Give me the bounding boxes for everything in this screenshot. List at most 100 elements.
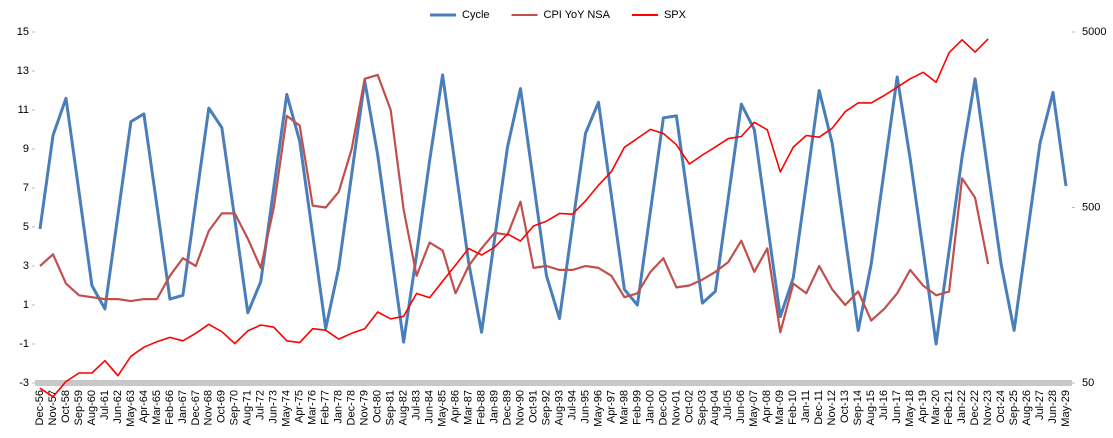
x-tick-label: Sep-25 (1008, 390, 1020, 425)
x-tick-label: Jul-05 (722, 390, 734, 420)
y-tick-label: 5 (23, 221, 29, 233)
x-tick-label: Mar-09 (774, 390, 786, 425)
x-tick-label: Mar-20 (930, 390, 942, 425)
x-tick-label: Feb-21 (943, 390, 955, 425)
x-tick-label: Jan-22 (956, 390, 968, 424)
x-tick-label: Feb-10 (787, 390, 799, 425)
x-tick-label: Jul-72 (255, 390, 267, 420)
series-line (38, 73, 1068, 346)
x-tick-label: Jan-67 (177, 390, 189, 424)
x-tick-label: Mar-76 (307, 390, 319, 425)
x-tick-label: Dec-22 (969, 390, 981, 425)
x-tick-label: Mar-87 (462, 390, 474, 425)
x-tick-label: Oct-80 (372, 390, 384, 423)
x-tick-label: Feb-77 (320, 390, 332, 425)
x-tick-label: Jul-83 (411, 390, 423, 420)
x-tick-label: Aug-71 (242, 390, 254, 425)
x-tick-label: Jan-78 (333, 390, 345, 424)
x-tick-label: May-07 (748, 390, 760, 427)
y-tick-label: -3 (19, 377, 29, 389)
x-tick-label: Apr-19 (917, 390, 929, 423)
legend-label: CPI YoY NSA (544, 9, 611, 21)
y-tick-label: 7 (23, 182, 29, 194)
x-tick-label: Mar-98 (618, 390, 630, 425)
x-tick-label: Jul-27 (1034, 390, 1046, 420)
y-tick-label: -1 (19, 338, 29, 350)
x-tick-label: May-63 (125, 390, 137, 427)
x-tick-label: May-18 (904, 390, 916, 427)
x-tick-label: Apr-97 (605, 390, 617, 423)
x-tick-label: Oct-69 (216, 390, 228, 423)
x-tick-label: Jan-00 (644, 390, 656, 424)
x-tick-label: Dec-00 (657, 390, 669, 425)
x-tick-label: Nov-12 (826, 390, 838, 425)
x-tick-label: Dec-56 (34, 390, 46, 425)
x-tick-label: Jun-62 (112, 390, 124, 424)
x-tick-label: Dec-78 (346, 390, 358, 425)
x-tick-label: Feb-66 (164, 390, 176, 425)
x-tick-label: Jul-94 (566, 390, 578, 420)
x-tick-label: Jun-84 (424, 390, 436, 424)
x-tick-label: Jan-89 (488, 390, 500, 424)
x-tick-label: Feb-88 (475, 390, 487, 425)
y-tick-label: 11 (18, 104, 29, 116)
series-line (39, 73, 990, 334)
x-tick-label: Oct-13 (839, 390, 851, 423)
x-tick-label: Sep-14 (852, 390, 864, 425)
x-tick-label: Nov-90 (514, 390, 526, 425)
y2-tick-label: 500 (1082, 201, 1100, 213)
x-tick-label: Sep-70 (229, 390, 241, 425)
x-tick-label: Sep-92 (540, 390, 552, 425)
x-tick-label: Mar-65 (151, 390, 163, 425)
x-tick-label: May-74 (281, 390, 293, 427)
x-tick-label: Dec-67 (190, 390, 202, 425)
x-tick-label: Apr-08 (761, 390, 773, 423)
x-tick-label: May-85 (437, 390, 449, 427)
x-tick-label: Oct-24 (995, 390, 1007, 423)
y2-tick-label: 50 (1082, 377, 1094, 389)
x-tick-label: Apr-75 (294, 390, 306, 423)
x-tick-label: Aug-15 (865, 390, 877, 425)
y-tick-label: 9 (23, 143, 29, 155)
x-tick-label: Apr-86 (450, 390, 462, 423)
y-tick-label: 15 (17, 26, 29, 38)
x-tick-label: Sep-81 (385, 390, 397, 425)
y2-tick-label: 5000 (1082, 26, 1106, 38)
x-tick-label: Jan-11 (800, 390, 812, 423)
x-tick-label: Nov-57 (47, 390, 59, 425)
x-tick-label: May-96 (592, 390, 604, 427)
x-tick-label: Jun-17 (891, 390, 903, 424)
y-tick-label: 3 (23, 260, 29, 272)
y-tick-label: 1 (23, 299, 29, 311)
x-tick-label: Jun-95 (579, 390, 591, 424)
legend-label: SPX (664, 9, 687, 21)
x-tick-label: Oct-02 (683, 390, 695, 423)
x-tick-label: May-29 (1060, 390, 1072, 427)
x-tick-label: Dec-11 (813, 390, 825, 425)
x-tick-label: Aug-93 (553, 390, 565, 425)
series-line (39, 38, 989, 398)
x-tick-label: Nov-23 (982, 390, 994, 425)
x-tick-label: Aug-04 (709, 390, 721, 425)
x-tick-label: Nov-01 (670, 390, 682, 425)
x-tick-label: Nov-68 (203, 390, 215, 425)
x-tick-label: Sep-59 (73, 390, 85, 425)
x-tick-label: Nov-79 (359, 390, 371, 425)
x-tick-label: Aug-60 (86, 390, 98, 425)
x-axis-band (35, 380, 1072, 386)
legend-label: Cycle (462, 9, 490, 21)
x-tick-label: Apr-64 (138, 390, 150, 423)
x-tick-label: Jun-73 (268, 390, 280, 424)
x-tick-label: Oct-91 (527, 390, 539, 423)
x-tick-label: Jun-28 (1047, 390, 1059, 424)
x-tick-label: Aug-82 (398, 390, 410, 425)
x-tick-label: Oct-58 (60, 390, 72, 423)
x-tick-label: Jul-16 (878, 390, 890, 420)
x-tick-label: Jul-61 (99, 390, 111, 420)
x-tick-label: Feb-99 (631, 390, 643, 425)
x-tick-label: Dec-89 (501, 390, 513, 425)
x-tick-label: Aug-26 (1021, 390, 1033, 425)
x-tick-label: Jun-06 (735, 390, 747, 424)
